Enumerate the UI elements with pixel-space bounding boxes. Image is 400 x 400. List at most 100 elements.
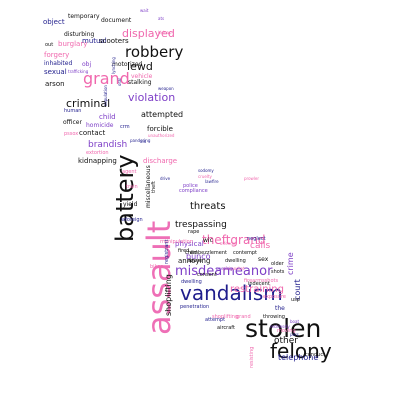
word-shoplifting: shoplifting bbox=[164, 274, 173, 316]
word-consent: consent bbox=[197, 272, 217, 278]
word-embezzlement: embezzlement bbox=[190, 250, 227, 256]
word-law: law bbox=[205, 179, 213, 184]
word-attempted: attempted bbox=[141, 110, 183, 119]
word-manipulation: manipulation bbox=[160, 239, 193, 245]
word-forgery: forgery bbox=[44, 51, 69, 59]
word-attempt: attempt bbox=[205, 317, 225, 323]
word-misdeameanor: misdeameanor bbox=[175, 264, 273, 279]
word-rape: rape bbox=[188, 229, 199, 235]
word-pickpocket: pickpocket bbox=[223, 266, 245, 271]
word-indecent: indecent bbox=[248, 281, 270, 287]
word-registrant: registrant bbox=[164, 240, 170, 264]
word-police: police bbox=[183, 183, 198, 189]
word-grand-small: grand bbox=[236, 314, 251, 320]
word-criminal: criminal bbox=[66, 97, 110, 110]
word-wforeign: wforeign bbox=[121, 217, 143, 223]
word-dwelling-small: dwelling bbox=[181, 279, 202, 285]
word-trespassing: trespassing bbox=[175, 220, 227, 230]
word-object: object bbox=[43, 18, 65, 26]
word-inhabited: inhabited bbox=[44, 60, 72, 67]
word-aircraft: aircraft bbox=[217, 325, 235, 331]
word-disturbing: disturbing bbox=[64, 31, 95, 38]
word-court: court bbox=[293, 279, 302, 300]
word-assault: assault bbox=[140, 221, 178, 335]
word-weapon: weapon bbox=[158, 86, 174, 91]
word-aid: aid bbox=[140, 139, 147, 144]
word-displayed: displayed bbox=[122, 27, 175, 40]
word-cruelty: cruelty bbox=[198, 174, 213, 179]
word-contempt: contempt bbox=[233, 250, 257, 256]
word-forcible: forcible bbox=[147, 125, 173, 133]
word-kidnapping: kidnapping bbox=[78, 157, 117, 165]
word-recklessly: recklessly bbox=[270, 324, 290, 329]
word-shoplifting-small: shoplifting bbox=[212, 314, 238, 320]
word-pandering: pandering bbox=[130, 138, 151, 143]
word-robbery: robbery bbox=[125, 43, 183, 61]
word-lewd: lewd bbox=[127, 60, 153, 73]
word-sodomy: sodomy bbox=[198, 168, 214, 173]
word-copulation: copulation bbox=[103, 85, 108, 106]
word-threats: threats bbox=[190, 201, 226, 212]
word-mutual: mutual bbox=[82, 37, 107, 45]
word-bunco: bunco bbox=[186, 252, 211, 261]
word-older: older bbox=[271, 261, 285, 267]
word-wic: wic bbox=[203, 237, 213, 244]
word-trafficking: trafficking bbox=[68, 69, 89, 74]
word-out: out bbox=[45, 42, 53, 48]
word-agent: agent bbox=[122, 169, 136, 175]
word-train: train bbox=[126, 184, 138, 190]
word-prowler: prowler bbox=[244, 176, 259, 181]
word-battery: battery bbox=[111, 154, 139, 242]
word-kidnap: kidnap bbox=[158, 30, 172, 35]
word-dwelling: dwelling bbox=[225, 258, 246, 264]
word-bikes: bikes bbox=[150, 264, 163, 270]
word-motorized: motorized bbox=[112, 61, 143, 68]
word-restraining: restraining bbox=[230, 284, 284, 295]
word-crime: crime bbox=[286, 252, 295, 275]
word-conduct: conduct bbox=[305, 352, 325, 358]
word-brandish: brandish bbox=[88, 140, 127, 150]
word-lynching: lynching bbox=[111, 57, 116, 74]
word-neglect: neglect bbox=[247, 236, 266, 242]
word-stolen: stolen bbox=[245, 314, 321, 343]
word-contact: contact bbox=[79, 129, 105, 137]
word-yield: yield bbox=[123, 201, 138, 208]
word-miscellaneous: miscellaneous bbox=[145, 165, 152, 208]
word-oral: oral bbox=[117, 78, 122, 86]
word-other: other bbox=[274, 336, 298, 346]
word-pssox: pssox bbox=[64, 131, 78, 137]
word-fired: fired bbox=[178, 248, 189, 254]
word-pers: pers bbox=[290, 332, 299, 337]
word-annoying: annoying bbox=[178, 257, 210, 265]
word-unauthorized: unauthorized bbox=[148, 133, 175, 138]
word-theft: theft bbox=[151, 181, 157, 193]
word-fire: fire bbox=[212, 179, 219, 184]
word-officer: officer bbox=[63, 119, 82, 126]
word-exposure: exposure bbox=[263, 294, 286, 300]
word-homicide: homicide bbox=[86, 122, 114, 129]
word-firearmsshots: firearmsshots bbox=[244, 278, 278, 284]
word-peeping: peeping bbox=[216, 266, 233, 271]
word-burglary: burglary bbox=[58, 40, 87, 48]
word-theftgrand: theftgrand bbox=[202, 233, 266, 247]
word-moving: moving bbox=[277, 328, 296, 334]
word-offender: offender bbox=[220, 241, 237, 246]
word-boat: boat bbox=[290, 319, 299, 324]
word-physical: physical bbox=[175, 240, 204, 248]
word-shots: shots bbox=[271, 269, 285, 275]
word-scooters: scooters bbox=[99, 37, 129, 45]
word-sex: sex bbox=[258, 256, 269, 263]
word-compliance: compliance bbox=[179, 188, 208, 194]
word-grand: grand bbox=[83, 69, 130, 88]
word-stalking: stalking bbox=[128, 79, 152, 86]
word-felony: felony bbox=[270, 339, 332, 363]
word-throwing: throwing bbox=[263, 314, 285, 320]
word-wait: wait bbox=[140, 8, 149, 13]
word-the: the bbox=[275, 305, 285, 312]
word-calls: calls bbox=[250, 241, 270, 251]
word-violation: violation bbox=[128, 91, 175, 104]
word-ats: ats bbox=[158, 16, 164, 21]
word-penetration: penetration bbox=[180, 304, 209, 310]
word-drive: drive bbox=[160, 176, 171, 181]
word-document: document bbox=[101, 17, 132, 24]
